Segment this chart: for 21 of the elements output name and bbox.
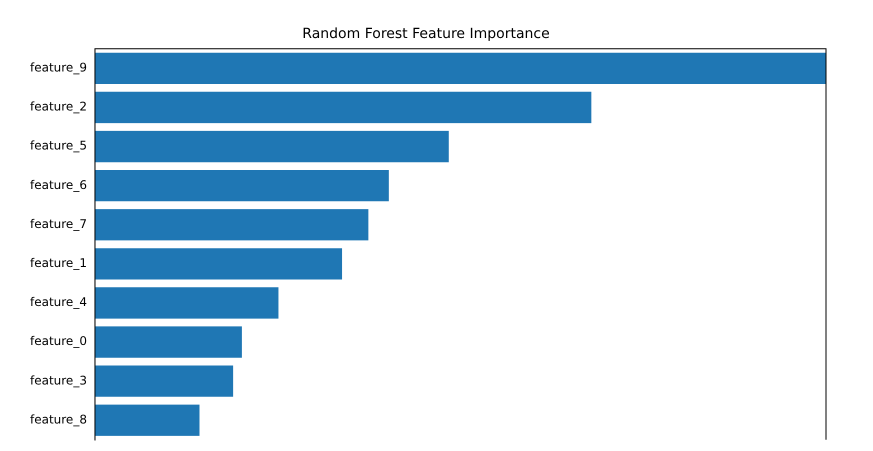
bar (94, 130, 449, 162)
y-tick-label: feature_1 (30, 256, 87, 270)
bar (94, 404, 200, 436)
bar (94, 170, 389, 202)
y-tick-label: feature_5 (30, 138, 87, 153)
bar (94, 209, 368, 240)
y-tick-label: feature_2 (30, 100, 87, 114)
bar (94, 326, 242, 358)
y-tick-label: feature_6 (30, 178, 87, 192)
bar (94, 92, 592, 124)
bar (94, 366, 234, 397)
y-tick-label: feature_9 (30, 60, 87, 74)
chart-title: Random Forest Feature Importance (302, 26, 550, 42)
y-tick-label: feature_0 (30, 334, 87, 348)
y-tick-label: feature_3 (30, 373, 87, 388)
y-tick-label: feature_8 (30, 412, 87, 426)
bar (94, 52, 826, 84)
bar (94, 248, 342, 280)
y-tick-label: feature_4 (30, 295, 87, 310)
bar (94, 287, 278, 319)
y-tick-label: feature_7 (30, 216, 87, 231)
